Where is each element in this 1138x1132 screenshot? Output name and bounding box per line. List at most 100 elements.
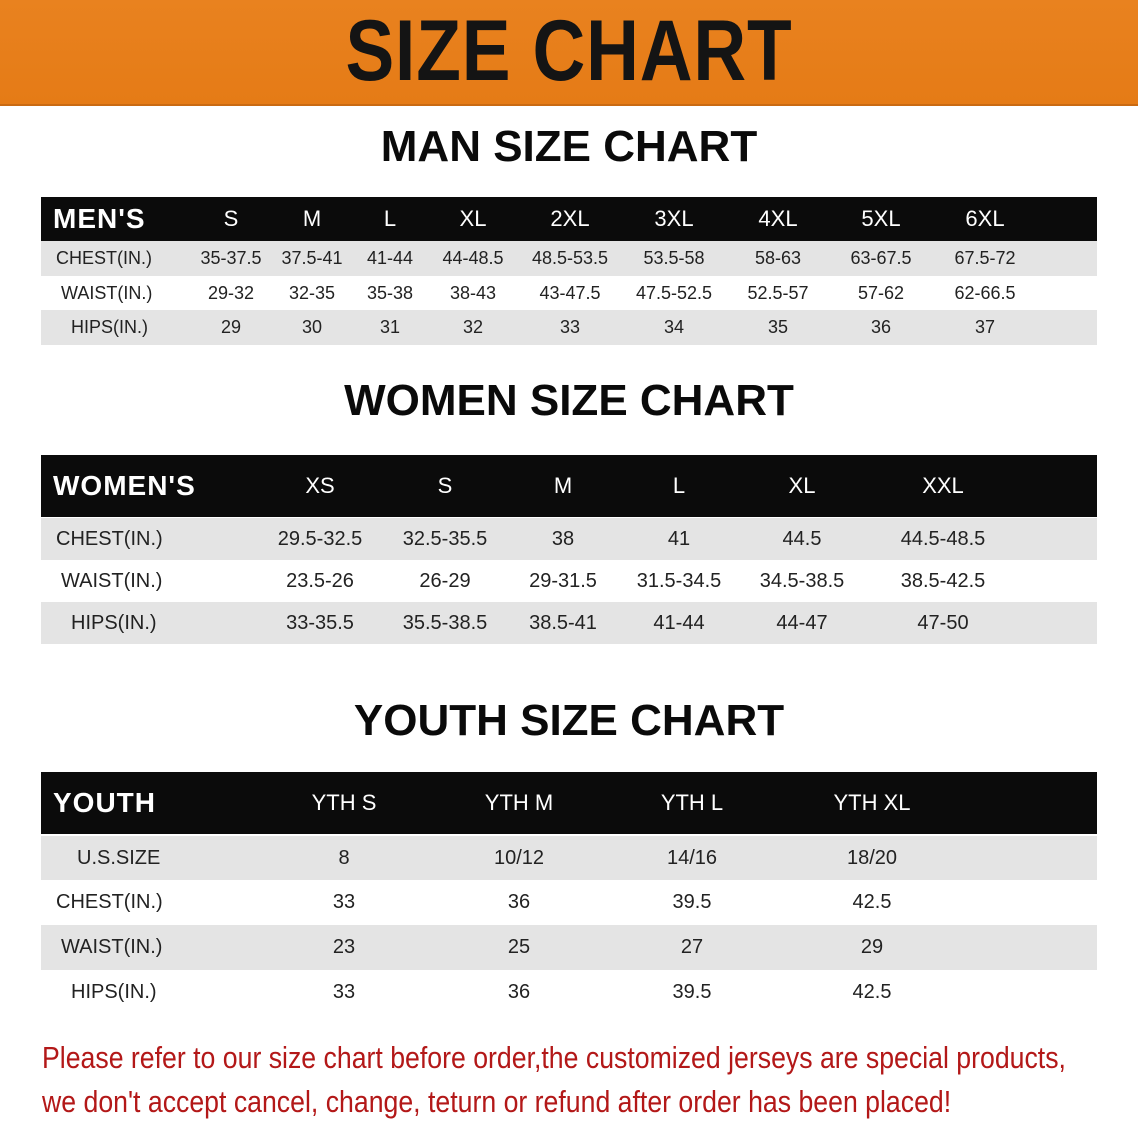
men-section-title: MAN SIZE CHART bbox=[380, 122, 758, 171]
table-cell: 39.5 bbox=[672, 981, 712, 1003]
table-cell: 35-37.5 bbox=[200, 248, 262, 268]
women-header-label: WOMEN'S bbox=[53, 470, 196, 501]
size-header: YTH M bbox=[484, 790, 554, 815]
table-cell: 34 bbox=[663, 317, 685, 337]
size-header: YTH XL bbox=[833, 790, 911, 815]
size-header: XS bbox=[305, 473, 335, 498]
table-cell: 44.5-48.5 bbox=[900, 527, 986, 550]
table-cell: 41 bbox=[667, 527, 691, 550]
table-cell: 58-63 bbox=[754, 248, 802, 268]
row-label: HIPS(IN.) bbox=[71, 981, 157, 1003]
size-header: M bbox=[302, 206, 322, 231]
table-cell: 35.5-38.5 bbox=[402, 611, 488, 634]
size-header: 2XL bbox=[550, 206, 590, 231]
size-header: XL bbox=[788, 473, 816, 498]
size-header: XL bbox=[459, 206, 487, 231]
size-header: 4XL bbox=[758, 206, 798, 231]
size-header: YTH S bbox=[311, 790, 377, 815]
women-size-table: WOMEN'S XS S M L XL XXL CHEST(IN.) 29.5-32.5 32.5… bbox=[41, 455, 1097, 645]
table-cell: 14/16 bbox=[666, 846, 718, 869]
size-header: M bbox=[553, 473, 573, 498]
table-cell: 44.5 bbox=[782, 527, 822, 550]
table-cell: 10/12 bbox=[493, 846, 545, 869]
row-label: WAIST(IN.) bbox=[61, 282, 153, 303]
table-cell: 37 bbox=[974, 317, 996, 337]
table-cell: 29 bbox=[220, 317, 242, 337]
row-label: CHEST(IN.) bbox=[56, 527, 163, 550]
table-cell: 37.5-41 bbox=[281, 248, 343, 268]
table-cell: 29.5-32.5 bbox=[277, 527, 363, 550]
table-cell: 63-67.5 bbox=[850, 248, 912, 268]
size-header: 3XL bbox=[654, 206, 694, 231]
table-cell: 48.5-53.5 bbox=[531, 248, 609, 268]
table-row: U.S.SIZE 8 10/12 14/16 18/20 bbox=[41, 836, 1097, 880]
table-cell: 53.5-58 bbox=[643, 248, 705, 268]
size-header: YTH L bbox=[660, 790, 724, 815]
table-row: CHEST(IN.) 33 36 39.5 42.5 bbox=[41, 880, 1097, 925]
table-cell: 29-31.5 bbox=[529, 569, 597, 592]
table-cell: 34.5-38.5 bbox=[759, 569, 845, 592]
table-cell: 29-32 bbox=[207, 282, 255, 303]
men-header-label: MEN'S bbox=[53, 203, 146, 234]
men-header-row: MEN'S S M L XL 2XL 3XL 4XL 5XL 6XL bbox=[41, 197, 1097, 241]
table-cell: 36 bbox=[507, 891, 531, 913]
table-row: HIPS(IN.) 33-35.5 35.5-38.5 38.5-41 41-44 44-… bbox=[41, 602, 1097, 644]
table-cell: 38-43 bbox=[449, 282, 497, 303]
table-cell: 42.5 bbox=[852, 891, 892, 913]
notice-line-2: we don't accept cancel, change, teturn o… bbox=[42, 1084, 952, 1119]
table-cell: 32 bbox=[462, 317, 484, 337]
banner: SIZE CHART bbox=[0, 0, 1138, 106]
table-cell: 36 bbox=[870, 317, 892, 337]
size-header: L bbox=[672, 473, 686, 498]
table-cell: 33 bbox=[332, 891, 356, 913]
size-header: 6XL bbox=[965, 206, 1005, 231]
size-header: S bbox=[223, 206, 239, 231]
table-cell: 33 bbox=[559, 317, 581, 337]
banner-title: SIZE CHART bbox=[345, 3, 793, 99]
table-cell: 25 bbox=[507, 936, 531, 958]
table-cell: 23.5-26 bbox=[286, 569, 354, 592]
table-cell: 26-29 bbox=[419, 569, 471, 592]
table-cell: 62-66.5 bbox=[954, 282, 1016, 303]
table-cell: 23 bbox=[332, 936, 356, 958]
table-cell: 35-38 bbox=[366, 282, 414, 303]
row-label: HIPS(IN.) bbox=[71, 317, 149, 337]
size-header: 5XL bbox=[861, 206, 901, 231]
table-row: WAIST(IN.) 23.5-26 26-29 29-31.5 31.5-34.5 34… bbox=[41, 560, 1097, 602]
youth-header-row: YOUTH YTH S YTH M YTH L YTH XL bbox=[41, 772, 1097, 834]
table-cell: 31.5-34.5 bbox=[636, 569, 722, 592]
table-cell: 44-48.5 bbox=[442, 248, 504, 268]
row-label: CHEST(IN.) bbox=[56, 891, 163, 913]
table-cell: 36 bbox=[507, 981, 531, 1003]
size-header: XXL bbox=[922, 473, 964, 498]
size-header: S bbox=[437, 473, 453, 498]
table-cell: 18/20 bbox=[846, 846, 898, 869]
men-size-table: MEN'S S M L XL 2XL 3XL 4XL 5XL 6XL CHEST(IN.) 35-37… bbox=[41, 197, 1097, 346]
row-label: WAIST(IN.) bbox=[61, 936, 163, 958]
youth-section-title: YOUTH SIZE CHART bbox=[353, 696, 785, 745]
table-cell: 41-44 bbox=[366, 248, 414, 268]
table-cell: 47-50 bbox=[917, 611, 969, 634]
table-cell: 57-62 bbox=[857, 282, 905, 303]
row-label: CHEST(IN.) bbox=[56, 248, 152, 268]
table-cell: 41-44 bbox=[653, 611, 705, 634]
table-cell: 32-35 bbox=[288, 282, 336, 303]
row-label: HIPS(IN.) bbox=[71, 611, 157, 634]
table-cell: 8 bbox=[338, 846, 350, 869]
table-row: WAIST(IN.) 23 25 27 29 bbox=[41, 925, 1097, 970]
table-cell: 47.5-52.5 bbox=[635, 282, 713, 303]
table-cell: 67.5-72 bbox=[954, 248, 1016, 268]
youth-size-table: YOUTH YTH S YTH M YTH L YTH XL U.S.SIZE 8 10/12… bbox=[41, 772, 1097, 1016]
table-cell: 43-47.5 bbox=[539, 282, 601, 303]
table-cell: 31 bbox=[379, 317, 401, 337]
table-cell: 27 bbox=[680, 936, 704, 958]
table-row: CHEST(IN.) 35-37.5 37.5-41 41-44 44-48.5 48.5… bbox=[41, 241, 1097, 276]
table-row: CHEST(IN.) 29.5-32.5 32.5-35.5 38 41 44.5 44.5… bbox=[41, 518, 1097, 560]
table-cell: 35 bbox=[767, 317, 789, 337]
size-header: L bbox=[383, 206, 397, 231]
table-row: HIPS(IN.) 29 30 31 32 33 34 35 36 37 bbox=[41, 310, 1097, 345]
row-label: WAIST(IN.) bbox=[61, 569, 163, 592]
table-cell: 32.5-35.5 bbox=[402, 527, 488, 550]
notice-line-1: Please refer to our size chart before or… bbox=[42, 1040, 1066, 1075]
table-cell: 29 bbox=[860, 936, 884, 958]
